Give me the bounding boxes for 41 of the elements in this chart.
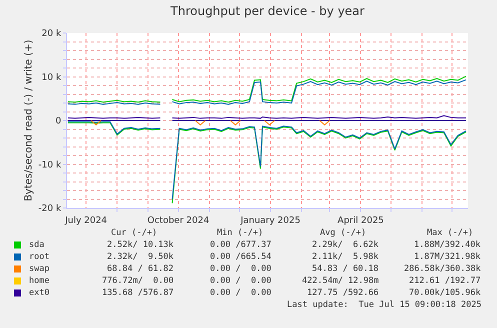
text: 2.11k/ 5.98k xyxy=(312,252,379,262)
text: 776.72m/ 0.00 xyxy=(102,276,174,286)
text: Avg (-/+) xyxy=(320,228,366,238)
text: 0.00 / 0.00 xyxy=(210,276,272,286)
text: 127.75 /592.66 xyxy=(307,288,379,298)
text: 2.52k/ 10.13k xyxy=(107,240,174,250)
legend-label: ext0 xyxy=(29,288,50,298)
text: 0.00 / 0.00 xyxy=(210,288,272,298)
x-tick-label: July 2024 xyxy=(64,216,108,226)
y-tick-label: -10 k xyxy=(38,160,62,170)
text: 0.00 /665.54 xyxy=(210,252,272,262)
y-tick-label: 0 xyxy=(55,116,62,127)
legend-label: swap xyxy=(29,264,50,274)
text: Cur (-/+) xyxy=(111,228,158,238)
text: Min (-/+) xyxy=(217,228,264,238)
text: 1.88M/392.40k xyxy=(414,240,481,250)
text: 135.68 /576.87 xyxy=(102,288,174,298)
legend-label: home xyxy=(29,276,50,286)
text: 70.00k/105.96k xyxy=(409,288,481,298)
text: Max (-/+) xyxy=(427,228,474,238)
chart-title: Throughput per device - by year xyxy=(170,4,365,18)
x-tick-label: January 2025 xyxy=(240,216,300,226)
y-tick-label: 20 k xyxy=(42,29,62,40)
y-axis-title: Bytes/second read (-) / write (+) xyxy=(23,40,34,202)
y-tick-label: 10 k xyxy=(42,72,62,83)
text: Last update: Tue Jul 15 09:00:18 2025 xyxy=(287,300,482,310)
text: 54.83 / 60.18 xyxy=(312,264,379,274)
legend-label: root xyxy=(29,252,50,262)
text: 0.00 /677.37 xyxy=(210,240,272,250)
text: 212.61 /192.77 xyxy=(409,276,481,286)
x-tick-label: April 2025 xyxy=(338,216,384,226)
x-tick-label: October 2024 xyxy=(147,216,210,226)
text: 2.29k/ 6.62k xyxy=(312,240,379,250)
text: 0.00 / 0.00 xyxy=(210,264,272,274)
y-tick-label: -20 k xyxy=(38,204,62,214)
text: 2.32k/ 9.50k xyxy=(107,252,174,262)
legend-label: sda xyxy=(29,240,44,250)
text: 422.54m/ 12.98m xyxy=(302,276,379,286)
text: 286.58k/360.38k xyxy=(404,264,481,274)
text: 68.84 / 61.82 xyxy=(107,264,174,274)
text: 1.87M/321.98k xyxy=(414,252,481,262)
